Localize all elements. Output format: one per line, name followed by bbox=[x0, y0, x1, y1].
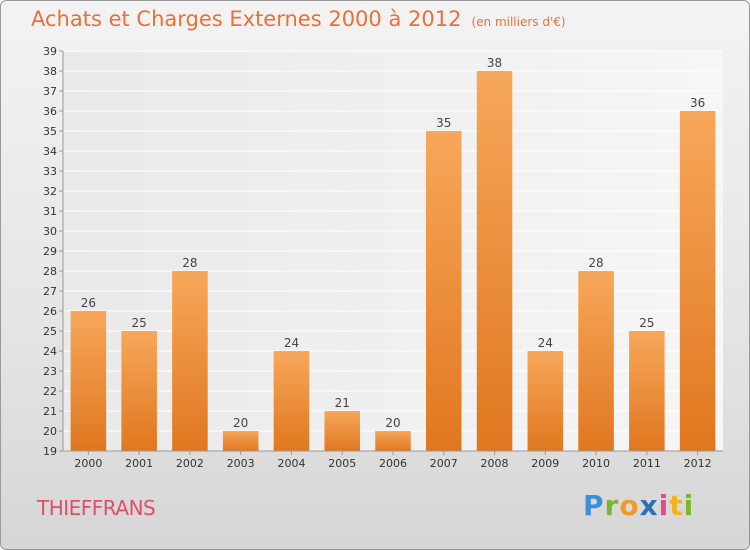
bar-2008 bbox=[476, 71, 513, 451]
logo-letter: o bbox=[619, 489, 640, 522]
logo-letter: r bbox=[604, 489, 620, 522]
x-tick-label: 2011 bbox=[633, 457, 661, 470]
x-tick-label: 2000 bbox=[74, 457, 102, 470]
y-tick-label: 29 bbox=[43, 245, 57, 258]
y-tick-label: 39 bbox=[43, 45, 57, 58]
x-tick-label: 2010 bbox=[582, 457, 610, 470]
bar-2009 bbox=[527, 351, 564, 451]
data-label-2003: 20 bbox=[233, 416, 248, 430]
chart-unit: (en milliers d'€) bbox=[471, 15, 566, 29]
data-labels: 26 25 28 20 24 21 20 35 38 24 28 25 36 bbox=[81, 56, 706, 430]
y-tick-label: 28 bbox=[43, 265, 57, 278]
bar-2002 bbox=[172, 271, 208, 451]
data-label-2001: 25 bbox=[132, 316, 147, 330]
grid-lines bbox=[63, 50, 723, 452]
bar-2006 bbox=[375, 431, 411, 451]
x-tick-label: 2009 bbox=[531, 457, 559, 470]
x-tick-label: 2005 bbox=[328, 457, 356, 470]
y-tick-label: 31 bbox=[43, 205, 57, 218]
y-tick-label: 19 bbox=[43, 445, 57, 458]
y-tick-label: 27 bbox=[43, 285, 57, 298]
y-tick-label: 36 bbox=[43, 105, 57, 118]
y-tick-label: 30 bbox=[43, 225, 57, 238]
bar-2003 bbox=[222, 431, 259, 451]
data-label-2002: 28 bbox=[182, 256, 197, 270]
y-tick-label: 21 bbox=[43, 405, 57, 418]
commune-name: THIEFFRANS bbox=[37, 496, 156, 520]
data-label-2011: 25 bbox=[639, 316, 654, 330]
bar-2005 bbox=[324, 411, 360, 451]
chart-title-text: Achats et Charges Externes 2000 à 2012 bbox=[31, 7, 462, 31]
logo-letter: x bbox=[639, 489, 659, 522]
chart-title: Achats et Charges Externes 2000 à 2012 (e… bbox=[31, 7, 566, 31]
y-tick-label: 25 bbox=[43, 325, 57, 338]
y-tick-label: 26 bbox=[43, 305, 57, 318]
y-tick-label: 20 bbox=[43, 425, 57, 438]
y-tick-label: 35 bbox=[43, 125, 57, 138]
bar-2001 bbox=[121, 331, 157, 451]
y-tick-label: 34 bbox=[43, 145, 57, 158]
y-tick-label: 32 bbox=[43, 185, 57, 198]
y-tick-label: 33 bbox=[43, 165, 57, 178]
proxiti-logo[interactable]: Proxiti bbox=[583, 489, 694, 522]
y-tick-label: 23 bbox=[43, 365, 57, 378]
data-label-2009: 24 bbox=[538, 336, 553, 350]
x-tick-label: 2007 bbox=[430, 457, 458, 470]
bar-2010 bbox=[578, 271, 614, 451]
x-tick-label: 2004 bbox=[277, 457, 305, 470]
data-label-2010: 28 bbox=[588, 256, 603, 270]
data-label-2007: 35 bbox=[436, 116, 451, 130]
x-tick-label: 2006 bbox=[379, 457, 407, 470]
data-label-2008: 38 bbox=[487, 56, 502, 70]
bar-2012 bbox=[679, 111, 716, 451]
bar-2007 bbox=[426, 131, 462, 451]
x-tick-label: 2002 bbox=[176, 457, 204, 470]
x-tick-label: 2001 bbox=[125, 457, 153, 470]
y-axis-ticks: 19 20 21 22 23 24 25 26 27 28 29 30 31 32 33 34 35 36 37 38… bbox=[43, 45, 63, 458]
bars bbox=[70, 71, 716, 451]
y-tick-label: 22 bbox=[43, 385, 57, 398]
y-tick-label: 37 bbox=[43, 85, 57, 98]
data-label-2005: 21 bbox=[335, 396, 350, 410]
y-tick-label: 38 bbox=[43, 65, 57, 78]
bar-2011 bbox=[629, 331, 665, 451]
data-label-2004: 24 bbox=[284, 336, 299, 350]
logo-letter: t bbox=[669, 489, 684, 522]
x-tick-label: 2003 bbox=[227, 457, 255, 470]
logo-letter: i bbox=[658, 489, 670, 522]
x-tick-label: 2008 bbox=[481, 457, 509, 470]
data-label-2012: 36 bbox=[690, 96, 705, 110]
bar-2000 bbox=[70, 311, 107, 451]
logo-letter: i bbox=[683, 489, 695, 522]
x-tick-label: 2012 bbox=[684, 457, 712, 470]
x-axis-ticks: 2000 2001 2002 2003 2004 2005 2006 2007 2008 2009… bbox=[74, 451, 712, 470]
data-label-2000: 26 bbox=[81, 296, 96, 310]
data-label-2006: 20 bbox=[385, 416, 400, 430]
bar-2004 bbox=[273, 351, 310, 451]
logo-letter: P bbox=[583, 489, 605, 522]
y-tick-label: 24 bbox=[43, 345, 57, 358]
